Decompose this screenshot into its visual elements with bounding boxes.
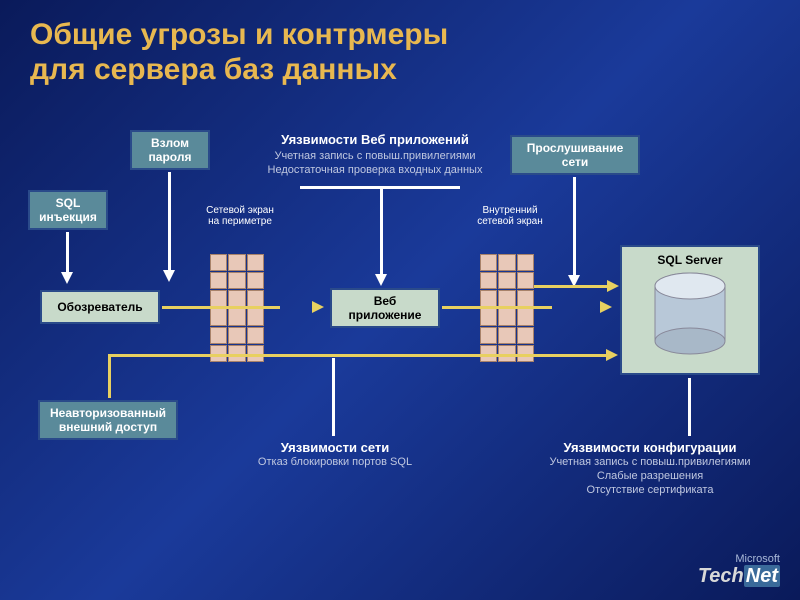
arrow-pwd-down-head bbox=[163, 270, 175, 282]
threat-unauth-access: Неавторизованный внешний доступ bbox=[38, 400, 178, 440]
arrow-vuln-net-v bbox=[332, 358, 335, 436]
firewall-perimeter-label: Сетевой экран на периметре bbox=[200, 205, 280, 227]
arrow-sql-down-head bbox=[61, 272, 73, 284]
vuln-net-title: Уязвимости сети bbox=[225, 440, 445, 455]
threat-sql-injection: SQL инъекция bbox=[28, 190, 108, 230]
arrow-vuln-web-head bbox=[375, 274, 387, 286]
vuln-web-line2: Недостаточная проверка входных данных bbox=[255, 164, 495, 176]
firewall-internal-label: Внутренний сетевой экран bbox=[470, 205, 550, 227]
component-browser: Обозреватель bbox=[40, 290, 160, 324]
threat-password-crack: Взлом пароля bbox=[130, 130, 210, 170]
flow-fw2-srv-head bbox=[607, 280, 619, 292]
arrow-sniff-down bbox=[573, 177, 576, 277]
vuln-cfg-line3: Отсутствие сертификата bbox=[515, 484, 785, 496]
arrow-vuln-cfg-v bbox=[688, 378, 691, 436]
flow-browser-fw1 bbox=[162, 306, 280, 309]
vuln-cfg-line2: Слабые разрешения bbox=[515, 470, 785, 482]
technet-logo: Microsoft TechNet bbox=[698, 553, 780, 588]
slide-title: Общие угрозы и контрмерыдля сервера баз … bbox=[30, 18, 448, 87]
vuln-net-line1: Отказ блокировки портов SQL bbox=[225, 456, 445, 468]
arrow-vuln-web-down bbox=[380, 186, 383, 276]
flow-unauth-horiz bbox=[108, 354, 608, 357]
sqlserver-label: SQL Server bbox=[628, 253, 752, 267]
threat-network-sniff: Прослушивание сети bbox=[510, 135, 640, 175]
vuln-cfg-title: Уязвимости конфигурации bbox=[515, 440, 785, 455]
database-icon bbox=[650, 271, 730, 361]
vuln-web-title: Уязвимости Веб приложений bbox=[255, 132, 495, 147]
flow-webapp-fw2-head bbox=[600, 301, 612, 313]
flow-fw2-srv bbox=[534, 285, 609, 288]
flow-webapp-fw2 bbox=[442, 306, 552, 309]
component-sqlserver: SQL Server bbox=[620, 245, 760, 375]
arrow-sql-down bbox=[66, 232, 69, 274]
flow-unauth-head bbox=[606, 349, 618, 361]
vuln-web-line1: Учетная запись с повыш.привилегиями bbox=[255, 150, 495, 162]
flow-unauth-bot bbox=[108, 356, 111, 398]
arrow-pwd-down bbox=[168, 172, 171, 272]
flow-browser-fw1-head bbox=[312, 301, 324, 313]
vuln-cfg-line1: Учетная запись с повыш.привилегиями bbox=[515, 456, 785, 468]
component-webapp: Веб приложение bbox=[330, 288, 440, 328]
